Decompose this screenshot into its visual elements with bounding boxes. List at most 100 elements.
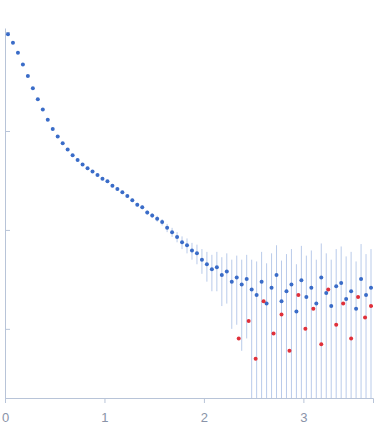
point (303, 327, 307, 331)
point (254, 357, 258, 361)
point (284, 289, 288, 293)
x-axis: 0123 (2, 398, 374, 425)
error-bar (311, 250, 312, 398)
point (160, 220, 164, 224)
point (21, 63, 25, 67)
error-bar (211, 255, 212, 291)
point (369, 304, 373, 308)
point (296, 293, 300, 297)
point (175, 235, 179, 239)
error-bar (356, 261, 357, 398)
point (105, 179, 109, 183)
error-bar (361, 244, 362, 398)
point (26, 74, 30, 78)
point (95, 173, 99, 177)
point (299, 278, 303, 282)
point (319, 276, 323, 280)
point (51, 127, 55, 131)
point (140, 205, 144, 209)
error-bar (246, 255, 247, 339)
x-tick-mark (5, 398, 6, 403)
error-bar (371, 249, 372, 398)
error-bar (346, 256, 347, 398)
error-bar (236, 256, 237, 325)
point (262, 299, 266, 303)
point (6, 32, 10, 36)
point (180, 240, 184, 244)
point (190, 248, 194, 252)
x-tick-label: 2 (201, 410, 208, 425)
point (11, 41, 15, 45)
error-bar (251, 260, 252, 398)
point (354, 307, 358, 311)
point (255, 293, 259, 297)
point (279, 312, 283, 316)
point (170, 230, 174, 234)
point (275, 273, 279, 277)
point (56, 135, 60, 139)
error-bar (261, 252, 262, 398)
error-bar (271, 253, 272, 398)
x-axis-line (6, 399, 374, 404)
point (41, 108, 45, 112)
point (369, 286, 373, 290)
point (76, 158, 80, 162)
point (240, 283, 244, 287)
error-bar (296, 264, 297, 398)
point (326, 287, 330, 291)
x-tick-label: 0 (2, 410, 9, 425)
error-bar (286, 254, 287, 398)
point (120, 190, 124, 194)
point (215, 265, 219, 269)
point (314, 302, 318, 306)
y-axis (5, 29, 10, 399)
point (110, 184, 114, 188)
error-bar (226, 253, 227, 303)
error-bar (331, 260, 332, 398)
error-bar (316, 260, 317, 398)
point (245, 277, 249, 281)
point (324, 291, 328, 295)
error-bar (321, 243, 322, 398)
point (200, 258, 204, 262)
point (185, 243, 189, 247)
point (150, 213, 154, 217)
y-tick-mark (5, 131, 10, 132)
point (294, 309, 298, 313)
point (210, 267, 214, 271)
point (311, 307, 315, 311)
point (220, 273, 224, 277)
x-tick: 2 (201, 398, 208, 425)
error-bar (266, 263, 267, 398)
error-bar (256, 261, 257, 398)
point (145, 211, 149, 215)
point (16, 51, 20, 55)
y-tick (5, 230, 10, 231)
point (81, 162, 85, 166)
point (130, 198, 134, 202)
y-tick (5, 329, 10, 330)
point (225, 270, 229, 274)
point (287, 349, 291, 353)
point (279, 299, 283, 303)
point (237, 336, 241, 340)
error-bar (216, 252, 217, 291)
point (349, 336, 353, 340)
point (334, 284, 338, 288)
point (115, 187, 119, 191)
x-tick: 0 (2, 398, 9, 425)
point (359, 277, 363, 281)
error-bar (351, 252, 352, 398)
point (289, 283, 293, 287)
point (247, 319, 251, 323)
y-tick-mark (5, 230, 10, 231)
error-bar (231, 260, 232, 329)
error-bar (326, 253, 327, 398)
plot-area: 0123 (2, 29, 374, 425)
points (6, 32, 373, 313)
point (165, 226, 169, 230)
point (195, 251, 199, 255)
point (319, 342, 323, 346)
x-tick-mark (303, 398, 304, 403)
error-bar (366, 254, 367, 398)
